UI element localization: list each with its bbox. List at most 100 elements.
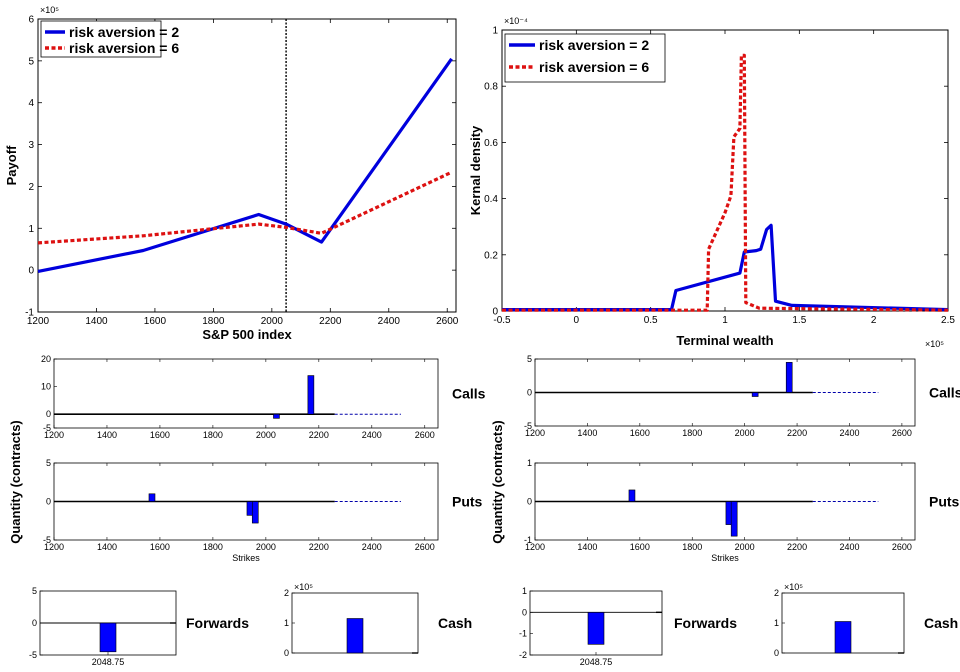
forwards-right-ytick-label: 0: [522, 607, 527, 617]
payoff-x-axis-label: S&P 500 index: [202, 327, 292, 342]
puts-right-x-axis-label: Strikes: [711, 553, 739, 563]
forwards-left-ytick-label: -5: [29, 650, 37, 660]
density-xtick-label: 1: [722, 315, 728, 326]
puts-left-xtick-label: 1400: [97, 542, 117, 552]
calls-left-xtick-label: 2400: [362, 430, 382, 440]
density-ytick-label: 0.4: [484, 194, 498, 205]
calls-right-bar: [785, 362, 793, 393]
puts-right-xtick-label: 2600: [892, 542, 912, 552]
payoff-xtick-label: 2200: [319, 316, 342, 327]
puts-left-xtick-label: 2600: [415, 542, 435, 552]
payoff-ytick-label: 1: [28, 224, 34, 235]
calls-left-xtick-label: 1800: [203, 430, 223, 440]
calls-right-ytick-label: -5: [524, 421, 532, 431]
cash-left-ytick-label: 1: [284, 618, 289, 628]
calls-right-side-label: Calls: [929, 385, 960, 401]
density-series-1-line: [502, 223, 949, 312]
calls-left-ytick-label: 10: [41, 382, 51, 392]
puts-left-bar: [148, 493, 156, 502]
forwards-left-ytick-label: 0: [32, 618, 37, 628]
density-xtick-label: 0.5: [644, 315, 658, 326]
calls-left-xtick-label: 1400: [97, 430, 117, 440]
density-ytick-label: 0: [492, 307, 498, 318]
density-xtick-label: 0: [574, 315, 580, 326]
forwards-left-ytick-label: 5: [32, 586, 37, 596]
forwards-right-side-label: Forwards: [674, 615, 737, 631]
forwards-right-chart: -2 -1 0 1 2048.75 Forwards: [519, 586, 737, 667]
payoff-y-exponent: ×10⁵: [40, 5, 59, 15]
forwards-right-ytick-label: -1: [519, 629, 527, 639]
calls-right-ytick-label: 5: [527, 354, 532, 364]
density-ytick-label: 0.2: [484, 250, 498, 261]
puts-right-chart: 1200 1400 1600 1800 2000 2200 2400 2600 -1 0 1 Puts…: [524, 458, 960, 563]
quantity-axis-label-left: Quantity (contracts): [8, 420, 23, 544]
cash-right-chart: 0 1 2 ×10⁵ Cash: [774, 582, 958, 658]
density-legend-entry: risk aversion = 2: [539, 37, 649, 53]
cash-left-chart: 0 1 2 ×10⁵ Cash: [284, 582, 472, 658]
payoff-xtick-label: 2400: [378, 316, 401, 327]
cash-left-side-label: Cash: [438, 615, 472, 631]
puts-left-xtick-label: 1200: [44, 542, 64, 552]
calls-left-ytick-label: 20: [41, 354, 51, 364]
calls-right-chart: 1200 1400 1600 1800 2000 2200 2400 2600 -5 0 5 Call…: [524, 354, 960, 438]
puts-right-xtick-label: 2000: [735, 542, 755, 552]
calls-right-xtick-label: 1800: [682, 428, 702, 438]
payoff-legend-entry: risk aversion = 6: [69, 40, 179, 56]
density-chart: -0.5 0 0.5 1 1.5 2 2.500.20.40.60.81×10⁻⁴×10⁵r…: [468, 16, 955, 349]
cash-left-ytick-label: 0: [284, 648, 289, 658]
payoff-xtick-label: 1800: [202, 316, 225, 327]
payoff-xtick-label: 1200: [27, 316, 50, 327]
puts-left-x-axis-label: Strikes: [232, 553, 260, 563]
puts-right-xtick-label: 1400: [577, 542, 597, 552]
calls-left-xtick-label: 1600: [150, 430, 170, 440]
cash-right-ytick-label: 2: [774, 588, 779, 598]
density-xtick-label: -0.5: [493, 315, 511, 326]
calls-left-xtick-label: 1200: [44, 430, 64, 440]
calls-right-xtick-label: 2600: [892, 428, 912, 438]
payoff-xtick-label: 2600: [436, 316, 459, 327]
calls-left-ytick-label: 0: [46, 409, 51, 419]
density-series-2-line: [502, 53, 949, 312]
payoff-xtick-label: 2000: [261, 316, 284, 327]
payoff-ytick-label: 3: [28, 140, 34, 151]
calls-left-ytick-label: -5: [43, 423, 51, 433]
calls-right-ytick-label: 0: [527, 388, 532, 398]
puts-right-xtick-label: 1200: [525, 542, 545, 552]
density-y-axis-label: Kernal density: [468, 125, 483, 215]
density-ytick-label: 1: [492, 26, 498, 37]
forwards-right-xtick-label: 2048.75: [580, 657, 613, 667]
payoff-plot-area: [37, 18, 457, 313]
payoff-legend: [40, 20, 162, 58]
calls-left-side-label: Calls: [452, 386, 486, 402]
density-x-axis-label: Terminal wealth: [676, 333, 773, 348]
puts-right-xtick-label: 2200: [787, 542, 807, 552]
calls-left-xtick-label: 2000: [256, 430, 276, 440]
calls-right-bar: [751, 392, 759, 397]
puts-left-xtick-label: 2000: [256, 542, 276, 552]
calls-right-xtick-label: 2000: [735, 428, 755, 438]
cash-left-ytick-label: 2: [284, 588, 289, 598]
calls-right-xtick-label: 1400: [577, 428, 597, 438]
puts-left-bar: [251, 501, 259, 524]
forwards-left-bar: [99, 622, 117, 653]
density-xtick-label: 1.5: [792, 315, 806, 326]
puts-left-xtick-label: 1600: [150, 542, 170, 552]
forwards-right-ytick-label: -2: [519, 650, 527, 660]
calls-left-plot-area: [53, 358, 439, 429]
calls-left-xtick-label: 2200: [309, 430, 329, 440]
forwards-left-side-label: Forwards: [186, 615, 249, 631]
calls-left-xtick-label: 2600: [415, 430, 435, 440]
puts-right-ytick-label: -1: [524, 535, 532, 545]
density-legend: [504, 33, 666, 83]
density-ytick-label: 0.6: [484, 138, 498, 149]
cash-left-y-exponent: ×10⁵: [294, 582, 313, 592]
puts-right-xtick-label: 1800: [682, 542, 702, 552]
payoff-xtick-label: 1400: [85, 316, 108, 327]
puts-left-xtick-label: 2200: [309, 542, 329, 552]
forwards-right-ytick-label: 1: [522, 586, 527, 596]
puts-right-bar: [730, 501, 738, 537]
calls-right-xtick-label: 1200: [525, 428, 545, 438]
payoff-ytick-label: -1: [25, 308, 34, 319]
calls-left-bar: [273, 413, 280, 419]
